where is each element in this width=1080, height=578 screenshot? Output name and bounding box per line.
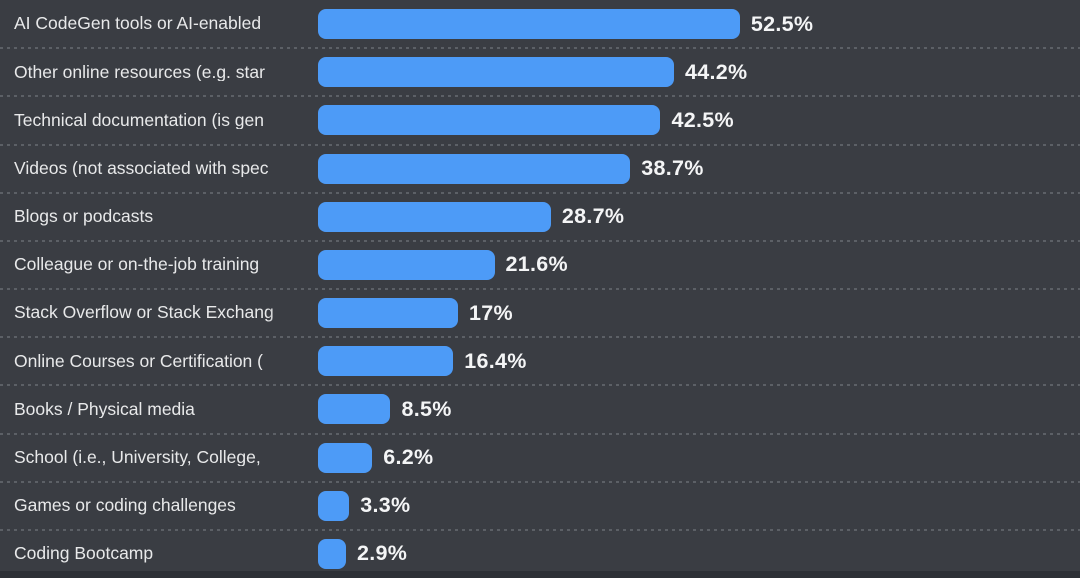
category-label: Stack Overflow or Stack Exchang bbox=[14, 304, 274, 322]
value-label: 42.5% bbox=[671, 107, 734, 132]
bar[interactable] bbox=[318, 346, 454, 377]
bar-area: 6.2% bbox=[318, 442, 1080, 473]
bar[interactable] bbox=[318, 490, 350, 521]
category-label: AI CodeGen tools or AI-enabled bbox=[14, 15, 262, 33]
category-label: Books / Physical media bbox=[14, 400, 195, 419]
category-label: Blogs or podcasts bbox=[14, 208, 154, 226]
chart-row: AI CodeGen tools or AI-enabled 52.5% bbox=[0, 0, 1080, 50]
category-label: Technical documentation (is gen bbox=[14, 111, 265, 130]
bar[interactable] bbox=[318, 394, 391, 425]
bar[interactable] bbox=[318, 153, 631, 184]
category-label: Coding Bootcamp bbox=[14, 545, 154, 563]
chart-row: Videos (not associated with spec 38.7% bbox=[0, 145, 1080, 194]
chart-row: Stack Overflow or Stack Exchang 17% bbox=[0, 289, 1080, 339]
value-label: 38.7% bbox=[641, 156, 704, 181]
chart-row: Colleague or on-the-job training 21.6% bbox=[0, 241, 1080, 291]
value-label: 21.6% bbox=[505, 252, 568, 277]
value-label: 28.7% bbox=[561, 204, 625, 229]
chart-row: Blogs or podcasts 28.7% bbox=[0, 193, 1080, 243]
chart-row: School (i.e., University, College, 6.2% bbox=[0, 434, 1080, 483]
chart-row: Coding Bootcamp 2.9% bbox=[0, 530, 1080, 578]
value-label: 16.4% bbox=[464, 348, 527, 373]
category-label: Online Courses or Certification ( bbox=[14, 352, 263, 371]
bar[interactable] bbox=[318, 105, 661, 136]
category-label: Games or coding challenges bbox=[14, 497, 236, 515]
value-label: 6.2% bbox=[383, 445, 434, 470]
bar-area: 42.5% bbox=[318, 105, 1080, 136]
bar-area: 28.7% bbox=[318, 201, 1080, 232]
bar-area: 8.5% bbox=[318, 394, 1080, 425]
bar-area: 44.2% bbox=[318, 57, 1080, 88]
bar[interactable] bbox=[318, 298, 458, 329]
bar[interactable] bbox=[318, 442, 373, 473]
chart-row: Technical documentation (is gen 42.5% bbox=[0, 96, 1080, 146]
chart-row: Other online resources (e.g. star 44.2% bbox=[0, 48, 1080, 98]
category-label: School (i.e., University, College, bbox=[14, 448, 261, 467]
value-label: 3.3% bbox=[360, 493, 411, 518]
bar[interactable] bbox=[318, 57, 674, 88]
bar-area: 21.6% bbox=[318, 249, 1080, 280]
bar[interactable] bbox=[318, 249, 495, 280]
bar-area: 2.9% bbox=[318, 538, 1080, 569]
value-label: 44.2% bbox=[684, 59, 748, 84]
category-label: Other online resources (e.g. star bbox=[14, 63, 265, 81]
bar-area: 3.3% bbox=[318, 490, 1080, 521]
bar-area: 38.7% bbox=[318, 153, 1080, 184]
bar[interactable] bbox=[318, 9, 740, 40]
bar-area: 17% bbox=[318, 298, 1080, 329]
chart-row: Online Courses or Certification ( 16.4% bbox=[0, 337, 1080, 387]
category-label: Videos (not associated with spec bbox=[14, 159, 269, 178]
value-label: 17% bbox=[468, 300, 513, 325]
bar-area: 52.5% bbox=[318, 9, 1080, 40]
chart-row: Games or coding challenges 3.3% bbox=[0, 482, 1080, 532]
value-label: 2.9% bbox=[357, 541, 408, 566]
chart-row: Books / Physical media 8.5% bbox=[0, 385, 1080, 435]
value-label: 8.5% bbox=[401, 396, 452, 421]
bar[interactable] bbox=[318, 538, 347, 569]
category-label: Colleague or on-the-job training bbox=[14, 256, 260, 274]
bar-area: 16.4% bbox=[318, 346, 1080, 377]
bar[interactable] bbox=[318, 201, 551, 232]
value-label: 52.5% bbox=[750, 11, 814, 36]
